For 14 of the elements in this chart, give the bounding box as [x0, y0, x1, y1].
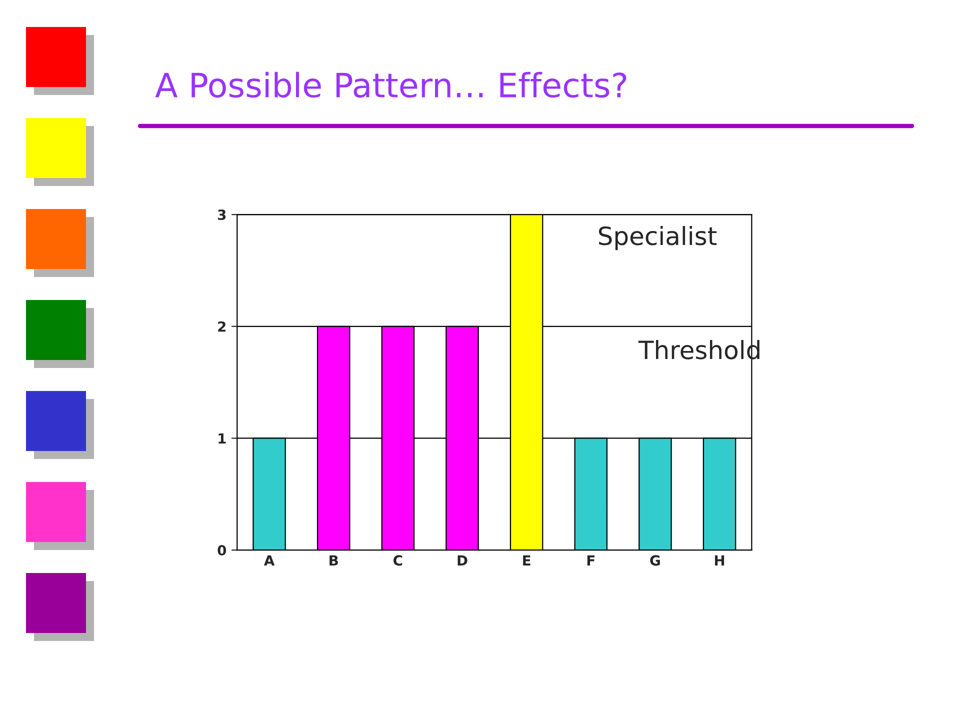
- x-tick-label: H: [714, 555, 724, 566]
- y-tick-label: 2: [218, 321, 226, 332]
- x-tick-label: E: [523, 555, 530, 566]
- chart-title: A Possible Pattern… Effects?: [155, 72, 626, 98]
- x-tick-label: F: [587, 555, 594, 566]
- x-tick-label: C: [394, 555, 402, 566]
- y-tick-label: 3: [218, 210, 226, 220]
- x-tick-label: D: [458, 555, 468, 566]
- x-tick-label: G: [650, 555, 660, 566]
- x-tick-label: A: [264, 555, 275, 566]
- y-tick-label: 1: [218, 433, 226, 444]
- x-tick-label: B: [330, 555, 338, 566]
- annotation: Specialist: [598, 226, 717, 250]
- y-tick-label: 0: [218, 545, 226, 556]
